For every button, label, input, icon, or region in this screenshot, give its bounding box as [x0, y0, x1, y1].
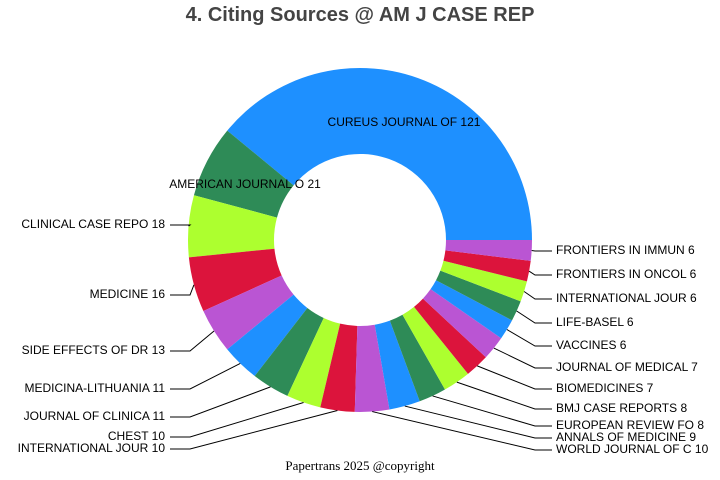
donut-slice — [187, 195, 277, 258]
chart-title: 4. Citing Sources @ AM J CASE REP — [185, 4, 535, 26]
slice-label: VACCINES 6 — [556, 338, 627, 352]
leader-line — [170, 386, 271, 418]
donut-slice — [227, 68, 532, 240]
donut-slice — [374, 320, 420, 410]
slice-label: INTERNATIONAL JOUR 10 — [18, 441, 166, 455]
slice-labels: CUREUS JOURNAL OF 121 AMERICAN JOURNAL O … — [18, 115, 709, 456]
leader-line — [493, 347, 552, 369]
leader-line — [170, 363, 241, 390]
leader-lines — [170, 224, 552, 451]
leader-line — [432, 395, 552, 427]
donut-slice — [422, 289, 502, 358]
donut-slice — [430, 280, 513, 339]
slice-label: JOURNAL OF MEDICAL 7 — [556, 360, 698, 374]
donut-slice — [227, 294, 308, 377]
donut-slice — [254, 308, 324, 396]
slice-label: MEDICINE 16 — [90, 287, 166, 301]
leader-line — [516, 310, 552, 324]
leader-line — [170, 401, 304, 438]
donut-slice — [389, 314, 445, 402]
slice-label: BMJ CASE REPORTS 8 — [556, 401, 687, 415]
slice-label: CLINICAL CASE REPO 18 — [21, 217, 165, 231]
slice-label: CUREUS JOURNAL OF 121 — [328, 115, 481, 129]
slice-label: JOURNAL OF CLINICA 11 — [24, 409, 166, 423]
donut-slice — [402, 306, 469, 390]
slice-label: SIDE EFFECTS OF DR 13 — [22, 343, 166, 357]
leader-line — [523, 291, 552, 300]
slice-label: WORLD JOURNAL OF C 10 — [556, 442, 709, 456]
leader-line — [170, 330, 215, 352]
donut-slice — [320, 323, 358, 412]
slice-label: ANNALS OF MEDICINE 9 — [556, 430, 696, 444]
leader-line — [170, 410, 338, 450]
slice-label: LIFE-BASEL 6 — [556, 315, 634, 329]
donut-slice — [445, 240, 532, 261]
donut-slice — [203, 275, 294, 350]
slice-label: INTERNATIONAL JOUR 6 — [556, 291, 697, 305]
leader-line — [404, 405, 552, 439]
donut-slice — [436, 270, 521, 321]
slice-label: EUROPEAN REVIEW FO 8 — [556, 418, 704, 432]
slice-label: CHEST 10 — [108, 429, 165, 443]
slice-label: MEDICINA-LITHUANIA 11 — [25, 381, 166, 395]
leader-line — [477, 365, 552, 390]
slice-label: AMERICAN JOURNAL O 21 — [169, 177, 321, 191]
donut-slice — [443, 250, 531, 282]
leader-line — [170, 224, 192, 227]
leader-line — [456, 381, 552, 410]
leader-line — [372, 411, 552, 451]
slice-label: FRONTIERS IN ONCOL 6 — [556, 267, 697, 281]
donut-slice — [354, 324, 390, 412]
leader-line — [170, 284, 195, 296]
donut-slice — [193, 130, 294, 218]
leader-line — [506, 329, 552, 347]
leader-line — [528, 270, 552, 276]
donut-slices — [187, 68, 532, 412]
slice-label: BIOMEDICINES 7 — [556, 381, 654, 395]
leader-line — [531, 249, 552, 252]
donut-slice — [188, 248, 282, 312]
donut-slice — [287, 317, 341, 408]
donut-slice — [440, 260, 527, 302]
donut-slice — [414, 298, 486, 374]
slice-label: FRONTIERS IN IMMUN 6 — [556, 243, 695, 257]
copyright-footer: Papertrans 2025 @copyright — [285, 458, 435, 473]
